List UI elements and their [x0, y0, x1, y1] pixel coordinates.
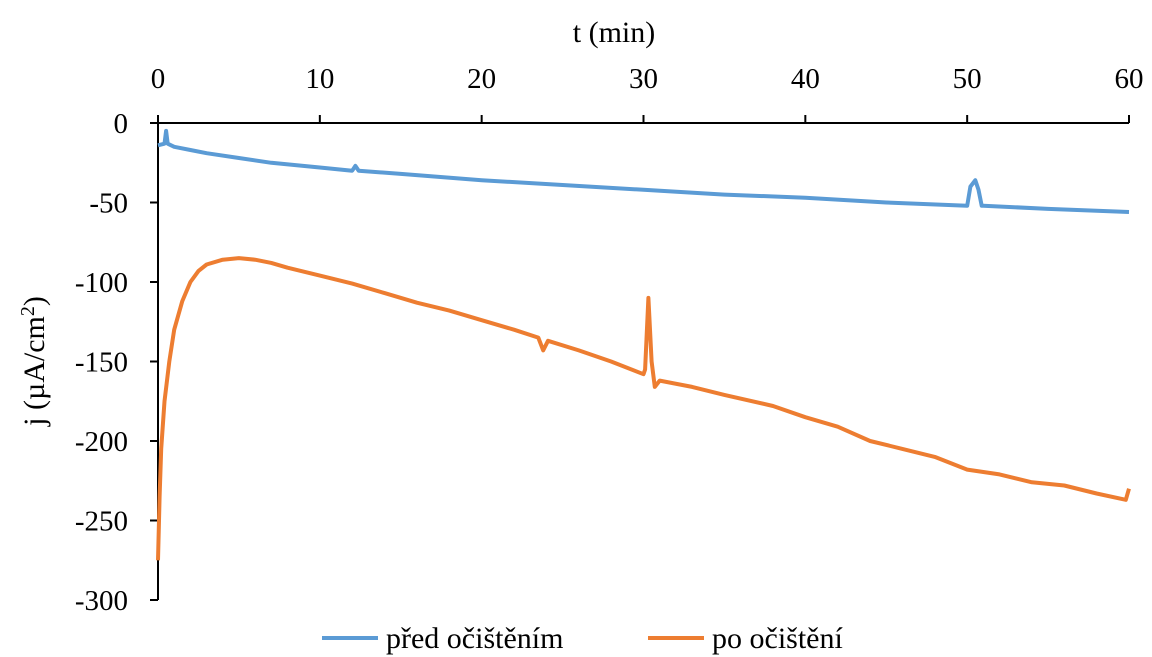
y-tick-label: -150	[75, 347, 128, 379]
series-line-2	[156, 256, 1131, 561]
y-tick-label: -50	[89, 188, 128, 220]
axes: 0 10 20 30 40 50 60 0 -50 -100 -150 -200 -250 -300	[75, 63, 1144, 617]
x-axis-title: t (min)	[573, 16, 656, 49]
x-tick-label: 60	[1115, 63, 1144, 95]
y-axis-title-base: j (µA/cm	[18, 316, 51, 427]
legend-label-1: před očištěním	[386, 622, 563, 655]
y-axis-title: j (µA/cm2)	[17, 296, 51, 427]
y-tick-label: -100	[75, 267, 128, 299]
y-tick-label: -250	[75, 506, 128, 538]
legend: před očištěním po očištění	[322, 622, 843, 655]
x-tick-label: 40	[791, 63, 820, 95]
legend-label-2: po očištění	[712, 622, 843, 655]
x-tick-label: 50	[953, 63, 982, 95]
x-tick-label: 0	[151, 63, 166, 95]
series-line-1	[157, 128, 1130, 214]
y-tick-label: 0	[114, 108, 129, 140]
x-tick-label: 10	[305, 63, 334, 95]
y-axis-title-end: )	[18, 296, 51, 306]
x-tick-label: 30	[629, 63, 658, 95]
series-layer	[156, 128, 1131, 561]
y-axis-title-sup: 2	[17, 306, 39, 316]
y-tick-label: -200	[75, 426, 128, 458]
x-tick-label: 20	[467, 63, 496, 95]
y-tick-label: -300	[75, 585, 128, 617]
